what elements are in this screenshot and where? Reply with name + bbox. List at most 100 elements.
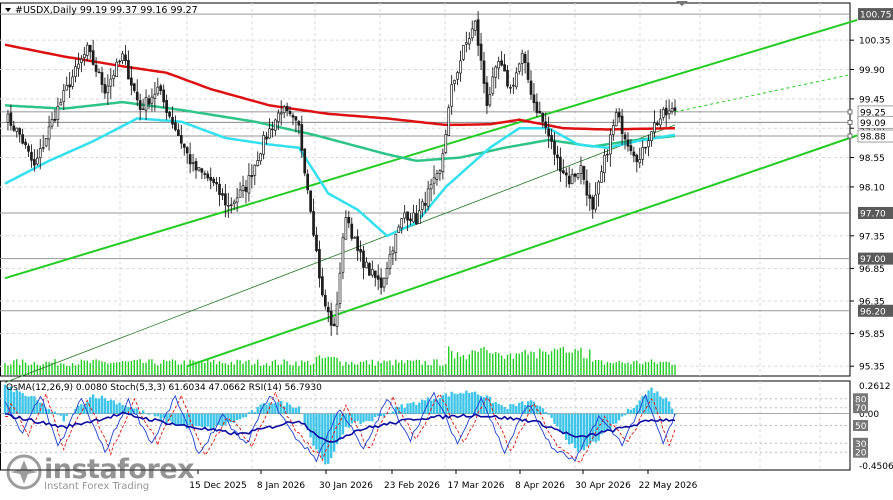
candle-body	[424, 203, 426, 205]
candle-body	[574, 174, 576, 176]
osma-bar	[60, 414, 62, 416]
osma-bar	[542, 408, 544, 413]
price-level-label: 98.88	[860, 133, 886, 143]
candle-body	[642, 147, 644, 159]
candle-body	[601, 172, 603, 183]
osma-bar	[318, 414, 320, 453]
osma-bar	[545, 412, 547, 414]
candle-body	[254, 165, 256, 175]
collapse-arrow-icon[interactable]	[5, 8, 11, 12]
price-tick-label: 99.90	[859, 66, 885, 76]
candle-body	[398, 227, 400, 233]
candle-body	[392, 251, 394, 254]
osma-bar	[321, 414, 323, 459]
candle-body	[580, 165, 582, 173]
osma-bar	[495, 402, 497, 414]
osma-bar	[630, 410, 632, 414]
candle-body	[45, 138, 47, 146]
osma-bar	[92, 394, 94, 413]
osma-bar	[547, 414, 549, 415]
candle-body	[151, 97, 153, 103]
candle-body	[365, 262, 367, 268]
candle-body	[477, 20, 479, 46]
candle-body	[204, 174, 206, 175]
candle-body	[568, 176, 570, 184]
candle-body	[51, 119, 53, 126]
candle-body	[72, 77, 74, 86]
osma-bar	[594, 414, 596, 443]
osma-bar	[63, 414, 65, 422]
candle-body	[533, 95, 535, 103]
channel-extension	[675, 75, 850, 112]
candle-body	[380, 278, 382, 288]
osma-bar	[142, 410, 144, 413]
candle-body	[486, 83, 488, 106]
candle-body	[189, 155, 191, 164]
candle-body	[136, 92, 138, 100]
osma-bar	[242, 414, 244, 418]
osma-bar	[586, 414, 588, 447]
candle-body	[627, 140, 629, 146]
candle-body	[659, 119, 661, 125]
candle-body	[333, 324, 335, 326]
price-tick-label: 98.10	[859, 183, 885, 193]
candle-body	[603, 155, 605, 172]
candle-body	[315, 235, 317, 251]
candle-body	[174, 123, 176, 130]
candle-body	[530, 81, 532, 94]
oscillator-title: OsMA(12,26,9) 0.0080 Stoch(5,3,3) 61.603…	[6, 383, 322, 393]
osma-bar	[295, 408, 297, 414]
osma-bar	[148, 414, 150, 415]
osma-bar	[606, 414, 608, 431]
candle-body	[60, 102, 62, 105]
osma-bar	[471, 392, 473, 413]
price-tick-label: 99.45	[859, 95, 885, 105]
candle-body	[462, 45, 464, 59]
candle-body	[562, 171, 564, 173]
candle-body	[195, 161, 197, 170]
osma-bar	[254, 412, 256, 414]
osma-bar	[298, 407, 300, 414]
osma-bar	[556, 414, 558, 427]
candle-body	[183, 144, 185, 147]
candle-body	[439, 171, 441, 174]
candle-body	[445, 134, 447, 152]
candle-body	[615, 113, 617, 126]
candle-body	[524, 54, 526, 62]
osma-bar	[113, 400, 115, 413]
main-panel-border	[1, 3, 851, 376]
osma-bar	[348, 414, 350, 428]
osma-bar	[157, 414, 159, 417]
candle-body	[104, 85, 106, 94]
candle-body	[606, 154, 608, 155]
price-tick-label: 95.85	[859, 330, 885, 340]
osma-bar	[57, 414, 59, 415]
candle-body	[30, 152, 32, 160]
candle-body	[483, 61, 485, 84]
candle-body	[80, 59, 82, 62]
candle-body	[324, 295, 326, 306]
candle-body	[224, 194, 226, 205]
candle-body	[383, 278, 385, 287]
candle-body	[336, 304, 338, 326]
candle-body	[539, 111, 541, 113]
osma-bar	[671, 409, 673, 414]
candle-body	[266, 137, 268, 139]
candle-body	[504, 65, 506, 72]
candle-body	[201, 169, 203, 173]
osma-bar	[503, 407, 505, 414]
candle-body	[545, 122, 547, 128]
candle-body	[19, 129, 21, 135]
osma-bar	[280, 401, 282, 414]
candle-body	[163, 90, 165, 102]
candle-body	[645, 147, 647, 148]
osma-bar	[118, 402, 120, 413]
candle-body	[260, 154, 262, 161]
candle-body	[283, 107, 285, 113]
candle-body	[13, 126, 15, 130]
osma-bar	[24, 396, 26, 414]
osma-bar	[656, 391, 658, 413]
